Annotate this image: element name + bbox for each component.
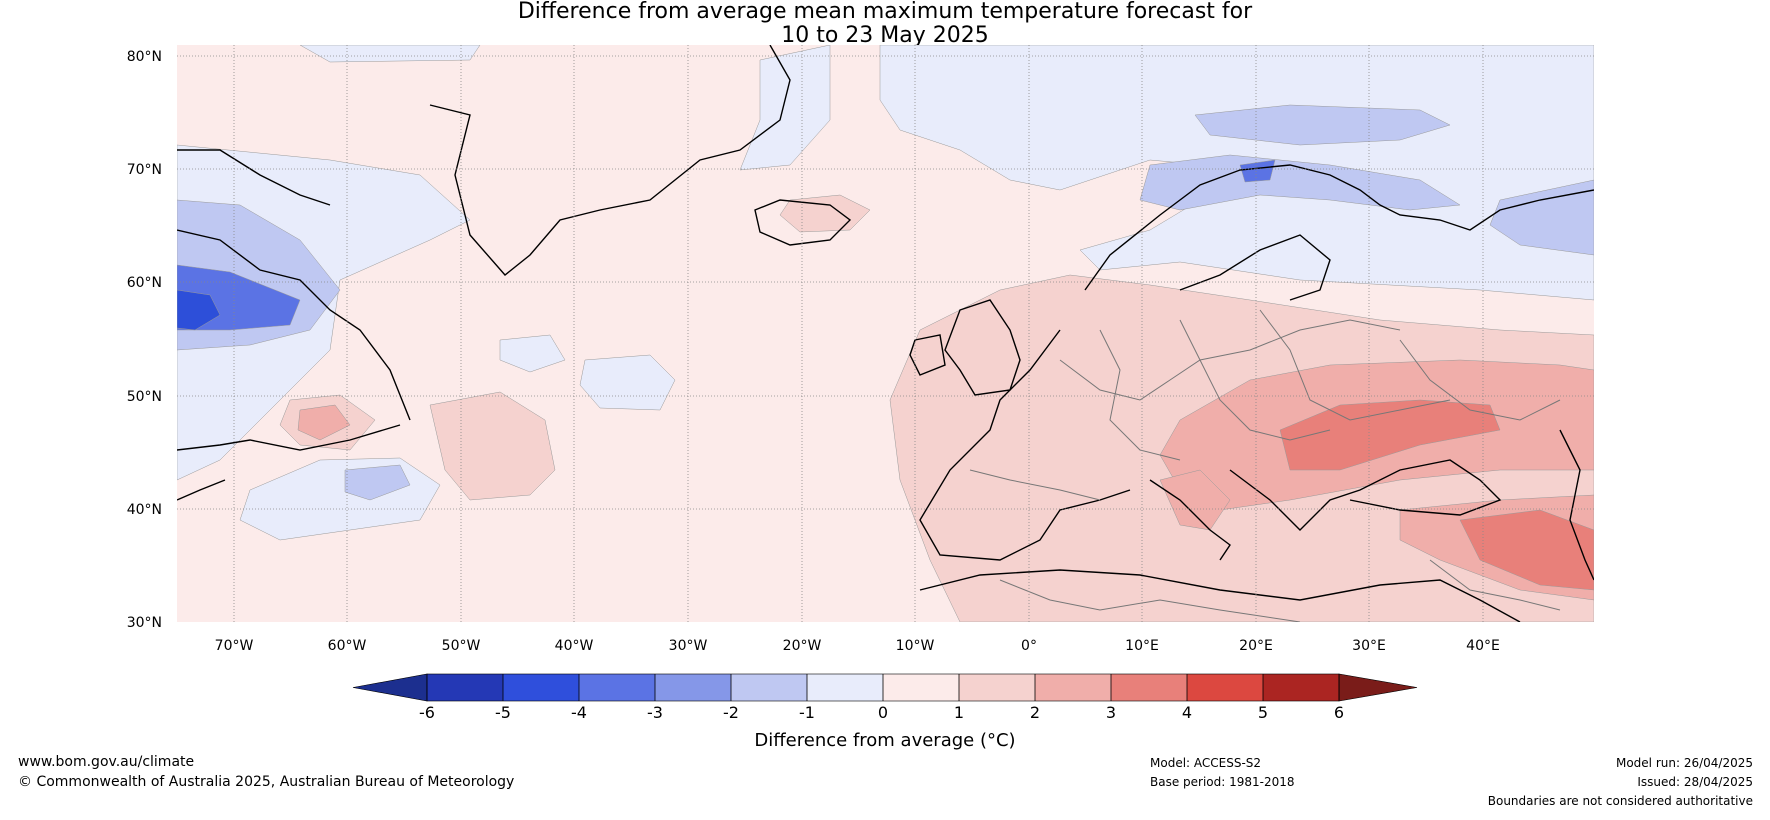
coast-iceland <box>754 199 852 246</box>
colorbar-segment <box>959 674 1035 701</box>
cool-region-greenland-coast <box>739 45 831 171</box>
colorbar-segment <box>731 674 807 701</box>
lon-label: 20°E <box>1239 638 1273 654</box>
cool-region-barents <box>1194 104 1451 146</box>
lat-label: 50°N <box>127 389 162 405</box>
colorbar-tick-label: 5 <box>1258 703 1268 722</box>
colorbar-tick-label: -6 <box>419 703 435 722</box>
disclaimer-text: Boundaries are not considered authoritat… <box>1487 794 1753 808</box>
colorbar-tick-label: -1 <box>799 703 815 722</box>
coast-greenland <box>429 45 791 276</box>
colorbar-tick-label: 3 <box>1106 703 1116 722</box>
cool-region-north-band <box>299 45 481 63</box>
lat-label: 60°N <box>127 275 162 291</box>
issued-text: Issued: 28/04/2025 <box>1637 775 1753 789</box>
colorbar-tick-label: 4 <box>1182 703 1192 722</box>
warm-region-italy <box>1159 469 1231 531</box>
cool-region-arctic-europe <box>879 45 1594 301</box>
lon-label: 10°E <box>1125 638 1159 654</box>
coast-balkans-black-sea <box>1229 459 1502 531</box>
lon-label: 20°W <box>783 638 822 654</box>
cool-region-norway-coast <box>1239 159 1276 183</box>
map-panel <box>177 45 1594 622</box>
cool-region-labrador-core <box>177 289 221 331</box>
coast-italy <box>1149 479 1231 561</box>
lon-label: 30°W <box>669 638 708 654</box>
footer-right: Model run: 26/04/2025 Issued: 28/04/2025… <box>1488 754 1753 811</box>
colorbar-segment <box>1035 674 1111 701</box>
lat-label: 30°N <box>127 615 162 631</box>
cool-region-scandinavia <box>1139 154 1461 211</box>
colorbar-segment <box>427 674 503 701</box>
colorbar: -6 -5 -4 -3 -2 -1 0 1 2 3 4 5 6 <box>352 673 1418 722</box>
coast-mediterranean-africa <box>919 569 1521 622</box>
cool-anomaly-regions <box>177 45 1594 541</box>
warm-region-atlantic <box>429 391 556 501</box>
coast-us-east <box>177 479 226 501</box>
colorbar-segment <box>655 674 731 701</box>
coast-canada-north <box>177 149 331 206</box>
lon-label: 60°W <box>328 638 367 654</box>
coast-baltic <box>1179 234 1331 301</box>
colorbar-segment <box>579 674 655 701</box>
colorbar-tick-label: -3 <box>647 703 663 722</box>
latitude-labels: 80°N 70°N 60°N 50°N 40°N 30°N <box>127 49 162 631</box>
lat-label: 40°N <box>127 502 162 518</box>
colorbar-tick-label: 1 <box>954 703 964 722</box>
copyright-text: © Commonwealth of Australia 2025, Austra… <box>18 774 515 790</box>
colorbar-tick-label: -5 <box>495 703 511 722</box>
colorbar-extend-low <box>352 673 428 702</box>
lat-label: 80°N <box>127 49 162 65</box>
colorbar-tick-label: 0 <box>878 703 888 722</box>
colorbar-segment <box>1187 674 1263 701</box>
title-line-1: Difference from average mean maximum tem… <box>517 0 1253 24</box>
colorbar-tick-label: -2 <box>723 703 739 722</box>
cool-region-kara <box>1489 179 1594 256</box>
coast-nova-scotia <box>177 424 401 451</box>
model-text: Model: ACCESS-S2 <box>1150 756 1262 770</box>
cool-region-atlantic-blob-2 <box>499 334 566 373</box>
colorbar-tick-label: 6 <box>1334 703 1344 722</box>
title-line-2: 10 to 23 May 2025 <box>781 23 989 48</box>
lon-label: 10°W <box>896 638 935 654</box>
lon-label: 70°W <box>215 638 254 654</box>
lon-label: 30°E <box>1352 638 1386 654</box>
coast-scandinavia <box>1084 164 1594 291</box>
colorbar-segment <box>1111 674 1187 701</box>
coast-iberia-france <box>919 329 1131 561</box>
coast-caspian <box>1559 429 1594 581</box>
base-period-text: Base period: 1981-2018 <box>1150 775 1295 789</box>
footer-middle: Model: ACCESS-S2 Base period: 1981-2018 <box>1150 754 1295 792</box>
colorbar-tick-label: 2 <box>1030 703 1040 722</box>
lon-label: 40°E <box>1466 638 1500 654</box>
warm-anomaly-regions <box>279 194 1594 622</box>
colorbar-segment <box>1263 674 1339 701</box>
lat-label: 70°N <box>127 162 162 178</box>
chart-title: Difference from average mean maximum tem… <box>0 0 1770 48</box>
colorbar-label: Difference from average (°C) <box>754 730 1015 751</box>
cool-region-gulf-blob <box>344 464 411 501</box>
lon-label: 0° <box>1021 638 1037 654</box>
coastlines <box>177 45 1594 622</box>
warm-region-nova-scotia-mid <box>297 404 351 441</box>
coast-labrador <box>177 229 411 421</box>
colorbar-segment <box>883 674 959 701</box>
website-text: www.bom.gov.au/climate <box>18 754 195 770</box>
lon-label: 40°W <box>555 638 594 654</box>
coast-ireland <box>909 334 946 376</box>
country-borders <box>969 309 1561 622</box>
lon-label: 50°W <box>442 638 481 654</box>
model-run-text: Model run: 26/04/2025 <box>1615 756 1753 770</box>
longitude-labels: 70°W 60°W 50°W 40°W 30°W 20°W 10°W 0° 10°E 20°E 30… <box>215 638 1500 654</box>
colorbar-segment <box>807 674 883 701</box>
colorbar-tick-label: -4 <box>571 703 587 722</box>
warm-region-ukraine <box>1279 399 1501 471</box>
footer-left: www.bom.gov.au/climate © Commonwealth of… <box>18 752 514 792</box>
gridlines <box>177 45 1594 622</box>
colorbar-extend-high <box>1338 673 1418 702</box>
warm-region-turkey <box>1459 509 1594 591</box>
colorbar-segment <box>503 674 579 701</box>
